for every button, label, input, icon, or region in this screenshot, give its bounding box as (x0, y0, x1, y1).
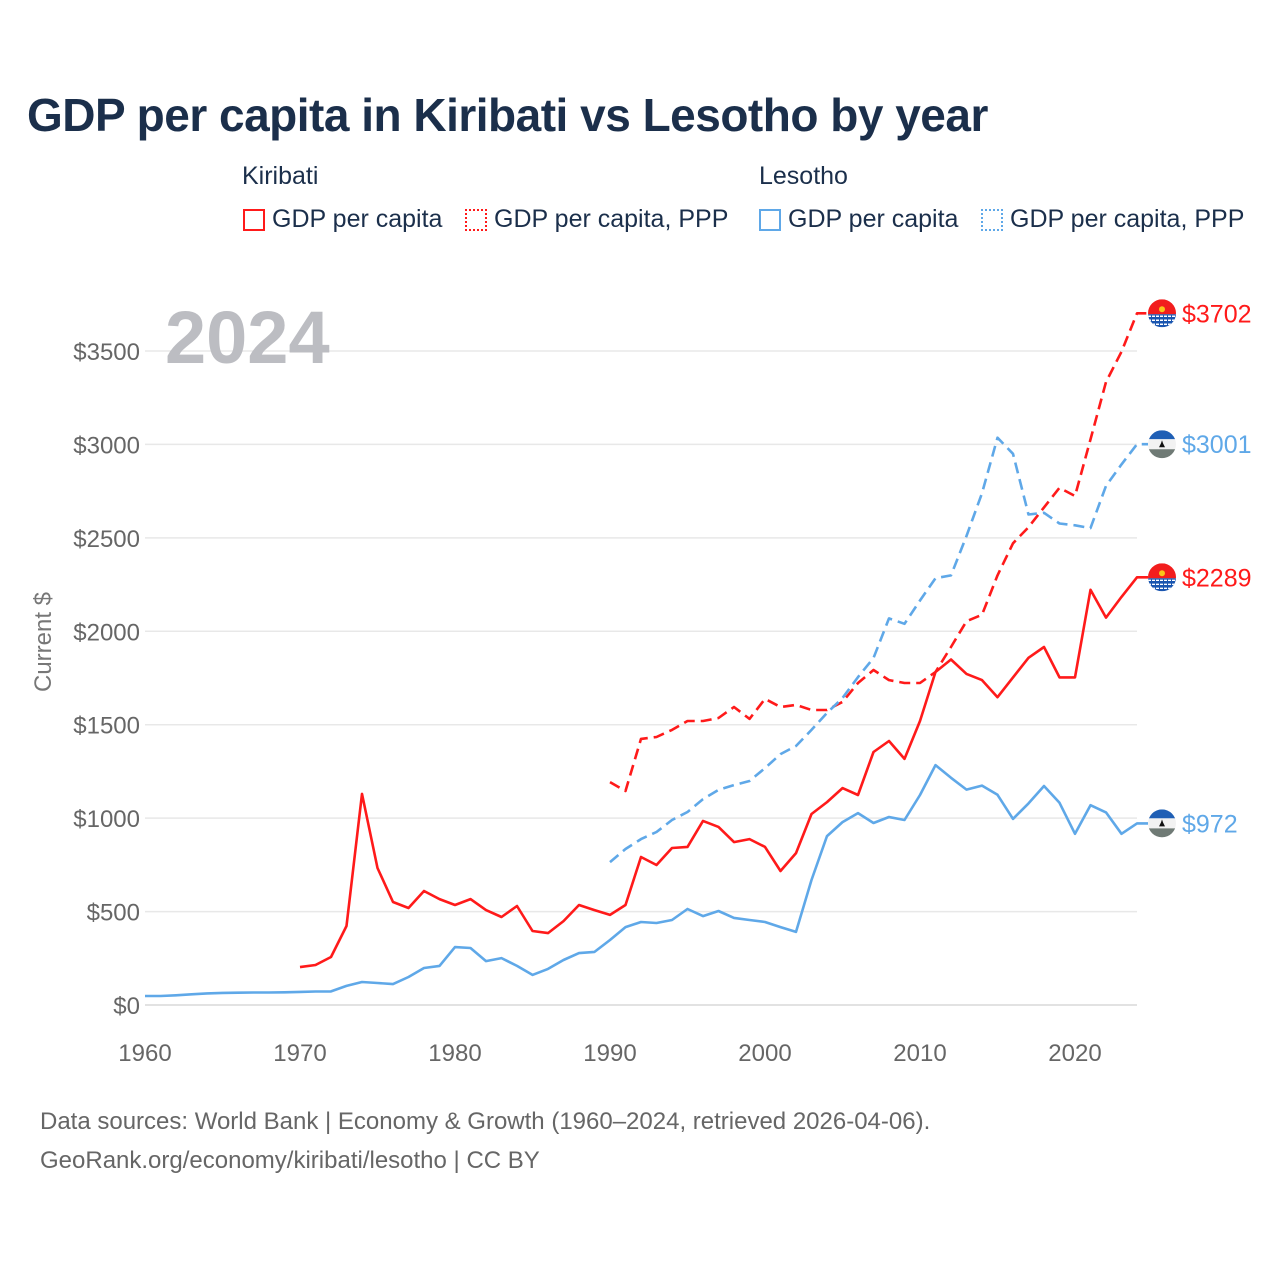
x-tick-label: 1990 (583, 1040, 636, 1067)
flag-shapes (1148, 809, 1176, 838)
x-tick-label: 1970 (273, 1040, 326, 1067)
flag-shapes (1148, 563, 1176, 592)
flag-lesotho-icon (1148, 809, 1176, 838)
flag-green (1148, 828, 1176, 838)
legend-item-kiribati-gdp[interactable]: GDP per capita (243, 205, 442, 234)
flag-kiribati-icon (1148, 299, 1176, 328)
legend-swatch-solid-blue (759, 208, 781, 231)
legend-label: GDP per capita, PPP (494, 205, 729, 233)
legend-swatch-solid-red (243, 208, 265, 231)
x-tick-label: 2020 (1048, 1040, 1101, 1067)
y-axis-label: Current $ (30, 592, 57, 692)
flag-sun (1159, 306, 1165, 313)
end-value-label: $972 (1182, 810, 1238, 838)
legend-swatch-dotted-red (465, 208, 487, 231)
legend-group-kiribati: Kiribati (242, 162, 319, 190)
x-tick-label: 2000 (738, 1040, 791, 1067)
footer-sources: Data sources: World Bank | Economy & Gro… (40, 1108, 931, 1135)
year-watermark: 2024 (165, 296, 330, 379)
y-tick-label: $2500 (73, 526, 140, 553)
y-tick-label: $3500 (73, 339, 140, 366)
flag-hat (1159, 819, 1165, 827)
y-tick-label: $2000 (73, 619, 140, 646)
x-tick-label: 2010 (893, 1040, 946, 1067)
legend-label: GDP per capita, PPP (1010, 205, 1245, 233)
x-tick-label: 1960 (118, 1040, 171, 1067)
series-line-kiribati-gdp-per-capita-ppp (609, 312, 1148, 793)
y-tick-label: $1000 (73, 806, 140, 833)
series-line-kiribati-gdp-per-capita (299, 576, 1148, 969)
y-tick-label: $3000 (73, 432, 140, 459)
footer-link[interactable]: GeoRank.org/economy/kiribati/lesotho | C… (40, 1147, 540, 1174)
end-value-label: $3001 (1182, 431, 1252, 459)
x-tick-label: 1980 (428, 1040, 481, 1067)
legend-label: GDP per capita (272, 205, 443, 233)
legend-label: GDP per capita (788, 205, 959, 233)
end-value-label: $2289 (1182, 564, 1252, 592)
chart-title: GDP per capita in Kiribati vs Lesotho by… (27, 89, 988, 141)
y-tick-label: $500 (87, 900, 140, 927)
legend-group-lesotho: Lesotho (759, 162, 848, 190)
series-line-lesotho-gdp-per-capita (145, 763, 1148, 998)
series-line-lesotho-gdp-per-capita-ppp (609, 436, 1148, 864)
flag-sun (1159, 570, 1165, 577)
flag-blue (1148, 809, 1176, 819)
legend-item-lesotho-ppp[interactable]: GDP per capita, PPP (981, 205, 1244, 234)
flag-shapes (1148, 299, 1176, 328)
y-tick-label: $0 (113, 993, 140, 1020)
legend-swatch-dotted-blue (981, 208, 1003, 231)
y-tick-label: $1500 (73, 713, 140, 740)
flag-kiribati-icon (1148, 563, 1176, 592)
flag-lesotho-icon (1148, 430, 1176, 459)
flag-shapes (1148, 430, 1176, 459)
flag-blue (1148, 430, 1176, 440)
legend-item-lesotho-gdp[interactable]: GDP per capita (759, 205, 958, 234)
flag-green (1148, 449, 1176, 459)
legend-item-kiribati-ppp[interactable]: GDP per capita, PPP (465, 205, 728, 234)
end-value-label: $3702 (1182, 300, 1252, 328)
flag-hat (1159, 440, 1165, 448)
